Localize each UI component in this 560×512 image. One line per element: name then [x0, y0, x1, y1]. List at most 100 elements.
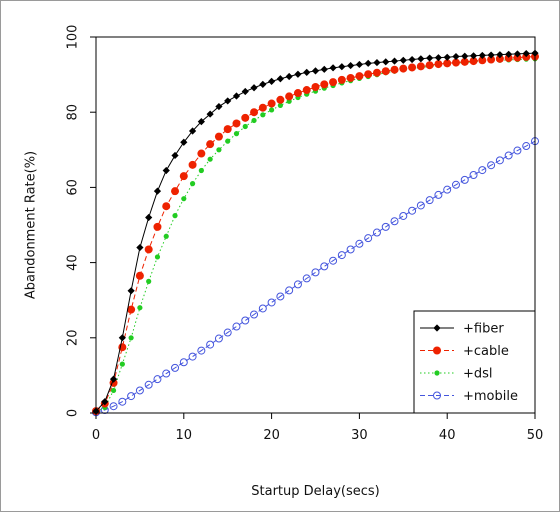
y-axis-label: Abandonment Rate(%): [24, 151, 39, 299]
x-tick-label: 20: [263, 428, 280, 443]
legend-item: +dsl: [420, 367, 493, 382]
data-point: [522, 49, 530, 58]
data-point: [206, 140, 215, 149]
data-point: [241, 316, 250, 325]
legend-item: +mobile: [420, 389, 518, 404]
data-point: [136, 243, 144, 252]
data-point: [127, 392, 136, 401]
data-point: [425, 196, 434, 205]
data-point: [146, 278, 152, 284]
axes: 0 10 20 30 40 50 0 20 40 60 80 100: [66, 25, 544, 443]
data-point: [460, 57, 469, 66]
data-point: [250, 84, 258, 92]
data-point: [101, 398, 109, 406]
data-point: [443, 53, 451, 61]
data-point: [451, 180, 460, 189]
legend-marker: [434, 370, 440, 376]
x-axis-label: Startup Delay(secs): [251, 484, 380, 499]
data-point: [320, 262, 329, 271]
data-point: [269, 107, 275, 113]
data-point: [162, 166, 170, 175]
data-point: [329, 64, 337, 72]
data-point: [171, 151, 179, 160]
data-point: [399, 56, 407, 64]
data-point: [171, 363, 180, 372]
legend-item: +fiber: [420, 322, 504, 337]
data-point: [163, 233, 169, 239]
data-point: [145, 213, 153, 222]
data-point: [522, 142, 531, 151]
data-point: [452, 52, 460, 61]
data-point: [372, 228, 381, 237]
data-point: [434, 54, 443, 62]
data-point: [285, 92, 294, 101]
plot-area: [92, 49, 539, 417]
data-point: [346, 245, 355, 254]
data-point: [251, 117, 257, 124]
legend-label: +cable: [463, 344, 509, 359]
plot-border: [95, 36, 536, 414]
legend: +fiber +cable +dsl +mobile: [413, 310, 536, 414]
data-point: [513, 53, 522, 62]
data-point: [135, 271, 144, 280]
y-tick-label: 80: [66, 104, 81, 121]
data-point: [373, 58, 381, 67]
data-point: [172, 213, 178, 219]
data-point: [135, 386, 144, 395]
data-point: [487, 51, 495, 59]
data-point: [408, 206, 417, 215]
data-point: [337, 75, 346, 84]
data-point: [153, 222, 162, 231]
legend-marker: [433, 324, 441, 332]
series-fiber: [92, 49, 539, 415]
data-point: [223, 125, 232, 134]
data-point: [302, 86, 311, 95]
data-point: [233, 131, 240, 137]
data-point: [144, 380, 153, 389]
data-point: [232, 119, 241, 128]
data-point: [434, 60, 443, 69]
data-point: [162, 202, 171, 211]
data-point: [425, 61, 434, 70]
data-point: [504, 54, 513, 63]
data-point: [153, 187, 162, 195]
data-point: [241, 113, 250, 122]
data-point: [276, 75, 284, 83]
legend-label: +mobile: [463, 389, 518, 404]
data-point: [197, 149, 206, 158]
data-point: [206, 340, 215, 349]
data-point: [311, 268, 320, 277]
data-point: [513, 146, 522, 155]
data-point: [390, 65, 399, 74]
legend-marker: [433, 346, 441, 355]
data-point: [355, 72, 364, 81]
data-point: [478, 56, 487, 65]
data-point: [364, 59, 372, 67]
data-point: [207, 156, 213, 162]
data-point: [267, 99, 276, 108]
data-point: [478, 166, 487, 175]
data-point: [215, 102, 223, 111]
data-point: [188, 160, 197, 169]
data-point: [302, 274, 311, 283]
data-point: [259, 80, 267, 88]
data-point: [426, 54, 434, 62]
data-point: [119, 361, 125, 367]
data-point: [478, 51, 486, 60]
data-point: [188, 127, 197, 135]
data-point: [382, 58, 390, 66]
data-point: [179, 172, 188, 181]
data-point: [109, 402, 118, 411]
data-point: [171, 187, 180, 196]
data-point: [198, 167, 204, 174]
data-point: [258, 103, 267, 112]
data-point: [276, 95, 285, 104]
y-tick-label: 60: [66, 179, 81, 196]
x-tick-label: 10: [176, 428, 193, 443]
data-point: [311, 83, 320, 92]
data-point: [250, 310, 259, 319]
data-point: [355, 239, 364, 248]
data-point: [137, 305, 143, 311]
data-point: [241, 87, 249, 96]
